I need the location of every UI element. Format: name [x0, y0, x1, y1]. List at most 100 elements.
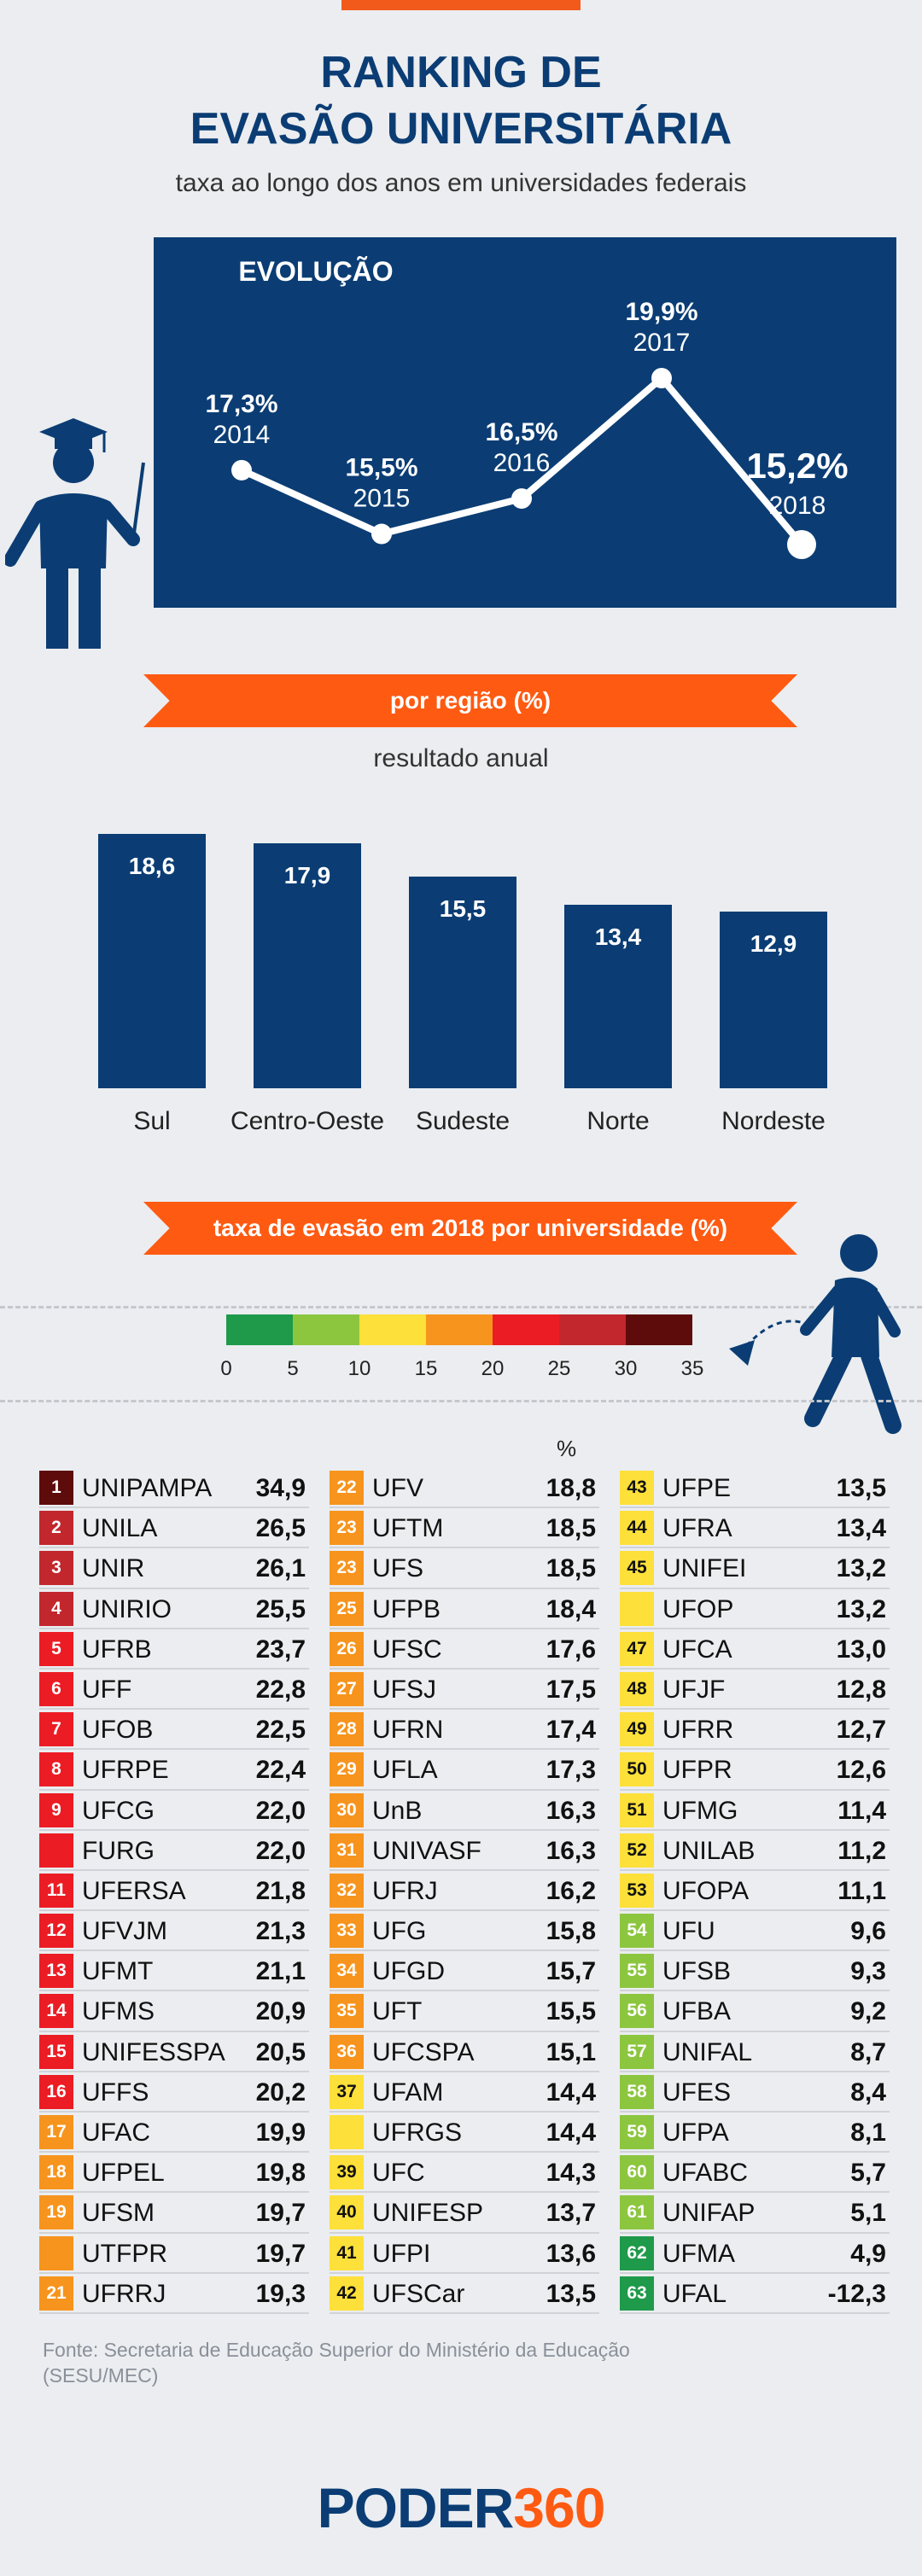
legend-swatch — [626, 1314, 692, 1345]
university-name: UFRN — [372, 1716, 444, 1745]
ranking-position-badge: 27 — [330, 1671, 364, 1706]
university-name: UFAC — [82, 2118, 151, 2147]
ranking-position-badge: 21 — [39, 2276, 73, 2311]
dropout-rate-value: 26,1 — [255, 1554, 306, 1583]
percent-unit-label: % — [557, 1436, 577, 1461]
ranking-row: 51 UFMG 11,4 — [620, 1791, 890, 1831]
ranking-row: 32 UFRJ 16,2 — [330, 1871, 599, 1912]
ranking-row: 45 UNIFEI 13,2 — [620, 1548, 890, 1589]
university-name: UFES — [662, 2078, 732, 2107]
ranking-row: 61 UNIFAP 5,1 — [620, 2193, 890, 2234]
dropout-rate-value: 14,4 — [546, 2118, 596, 2147]
dropout-rate-value: 13,5 — [836, 1474, 886, 1502]
dropout-rate-value: 25,5 — [255, 1594, 306, 1623]
dropout-rate-value: 19,9 — [255, 2118, 306, 2147]
ranking-position-badge: 47 — [620, 1631, 654, 1666]
region-category-label: Sudeste — [415, 1107, 511, 1135]
ranking-position-badge — [39, 1833, 73, 1868]
ranking-row: 37 UFAM 14,4 — [330, 2072, 599, 2113]
ranking-row: 49 UFRR 12,7 — [620, 1710, 890, 1751]
university-name: UFGD — [372, 1957, 445, 1986]
page-subtitle: taxa ao longo dos anos em universidades … — [175, 169, 747, 197]
evolution-year-label: 2016 — [493, 449, 551, 477]
ranking-row: 4 UNIRIO 25,5 — [39, 1589, 309, 1629]
ranking-position-badge: 41 — [330, 2235, 364, 2270]
ranking-row: 34 UFGD 15,7 — [330, 1951, 599, 1992]
ranking-position-badge: 45 — [620, 1551, 654, 1586]
top-accent-bar — [341, 0, 581, 10]
ranking-row: 12 UFVJM 21,3 — [39, 1911, 309, 1952]
ranking-row: 5 UFRB 23,7 — [39, 1629, 309, 1670]
university-name: UFOPA — [662, 1876, 750, 1905]
university-name: UFAM — [372, 2078, 444, 2107]
poder360-logo: PODER360 — [0, 2475, 922, 2540]
ranking-row: 22 UFV 18,8 — [330, 1468, 599, 1509]
dropout-rate-value: 13,7 — [546, 2199, 596, 2228]
ranking-row: 54 UFU 9,6 — [620, 1911, 890, 1952]
ranking-row: 28 UFRN 17,4 — [330, 1710, 599, 1751]
dropout-rate-value: 11,4 — [837, 1796, 886, 1825]
region-category-label: Nordeste — [721, 1107, 826, 1135]
region-bar: 15,5 — [409, 876, 516, 1088]
dropout-rate-value: 22,0 — [255, 1796, 306, 1825]
evolution-value-label: 17,3% — [205, 390, 277, 418]
dropout-rate-value: 19,7 — [255, 2199, 306, 2228]
university-name: UFRR — [662, 1716, 734, 1745]
university-name: UNILAB — [662, 1836, 756, 1865]
legend-tick-label: 15 — [414, 1357, 438, 1380]
ranking-position-badge: 54 — [620, 1914, 654, 1949]
ranking-row: 18 UFPEL 19,8 — [39, 2153, 309, 2194]
dropout-rate-value: 9,6 — [850, 1917, 886, 1946]
university-name: UFSJ — [372, 1675, 436, 1704]
dropout-rate-value: 15,8 — [546, 1917, 596, 1946]
ranking-row: 62 UFMA 4,9 — [620, 2234, 890, 2274]
legend-swatch — [226, 1314, 293, 1345]
ranking-position-badge: 40 — [330, 2195, 364, 2230]
region-bar: 12,9 — [720, 912, 827, 1088]
evolution-value-label: 16,5% — [485, 418, 557, 446]
ranking-position-badge: 3 — [39, 1551, 73, 1586]
legend-tick-label: 5 — [287, 1357, 299, 1380]
dropout-rate-value: 22,4 — [255, 1756, 306, 1785]
region-bar-value: 13,4 — [594, 924, 642, 951]
ranking-column-3: 43 UFPE 13,5 44 UFRA 13,4 45 UNIFEI 13,2 UFOP 13,2… — [620, 1468, 890, 2314]
university-name: UNIFAP — [662, 2199, 756, 2228]
ranking-row: 41 UFPI 13,6 — [330, 2234, 599, 2274]
university-name: UFRA — [662, 1514, 732, 1543]
ranking-row: 8 UFRPE 22,4 — [39, 1750, 309, 1791]
page-title-line1: RANKING DE — [320, 48, 602, 97]
university-name: UFABC — [662, 2159, 749, 2188]
ranking-row: 31 UNIVASF 16,3 — [330, 1831, 599, 1871]
dropout-rate-value: 21,8 — [255, 1876, 306, 1905]
dropout-rate-value: 17,3 — [546, 1756, 596, 1785]
legend-tick-label: 10 — [347, 1357, 371, 1380]
ranking-position-badge: 16 — [39, 2074, 73, 2109]
ranking-row: 13 UFMT 21,1 — [39, 1951, 309, 1992]
dropout-rate-value: 21,3 — [255, 1917, 306, 1946]
university-name: UNIR — [82, 1554, 145, 1583]
dropout-rate-value: 17,4 — [546, 1716, 596, 1745]
dropout-rate-value: 17,6 — [546, 1635, 596, 1664]
ranking-position-badge: 37 — [330, 2074, 364, 2109]
ranking-position-badge: 62 — [620, 2235, 654, 2270]
ranking-row: 47 UFCA 13,0 — [620, 1629, 890, 1670]
dropout-rate-value: 13,2 — [836, 1594, 886, 1623]
region-category-label: Centro-Oeste — [230, 1107, 385, 1135]
ranking-row: 57 UNIFAL 8,7 — [620, 2032, 890, 2072]
ranking-position-badge: 4 — [39, 1591, 73, 1626]
ranking-row: UFOP 13,2 — [620, 1589, 890, 1629]
dropout-rate-value: 23,7 — [255, 1635, 306, 1664]
ranking-position-badge: 29 — [330, 1752, 364, 1787]
dropout-rate-value: 22,8 — [255, 1675, 306, 1704]
ranking-position-badge: 19 — [39, 2195, 73, 2230]
ranking-position-badge: 1 — [39, 1471, 73, 1505]
university-name: UFTM — [372, 1514, 444, 1543]
ranking-position-badge: 28 — [330, 1712, 364, 1747]
university-name: UFPB — [372, 1594, 441, 1623]
university-name: UFJF — [662, 1675, 726, 1704]
legend-swatch — [426, 1314, 493, 1345]
ranking-column-1: 1 UNIPAMPA 34,9 2 UNILA 26,5 3 UNIR 26,1 4 UNIRIO 2… — [39, 1468, 309, 2314]
evolution-chart-panel: EVOLUÇÃO 17,3% 2014 15,5% 2015 16,5% 2016 19,9… — [154, 237, 896, 608]
ranking-position-badge: 14 — [39, 1994, 73, 2029]
ranking-row: 42 UFSCar 13,5 — [330, 2274, 599, 2314]
